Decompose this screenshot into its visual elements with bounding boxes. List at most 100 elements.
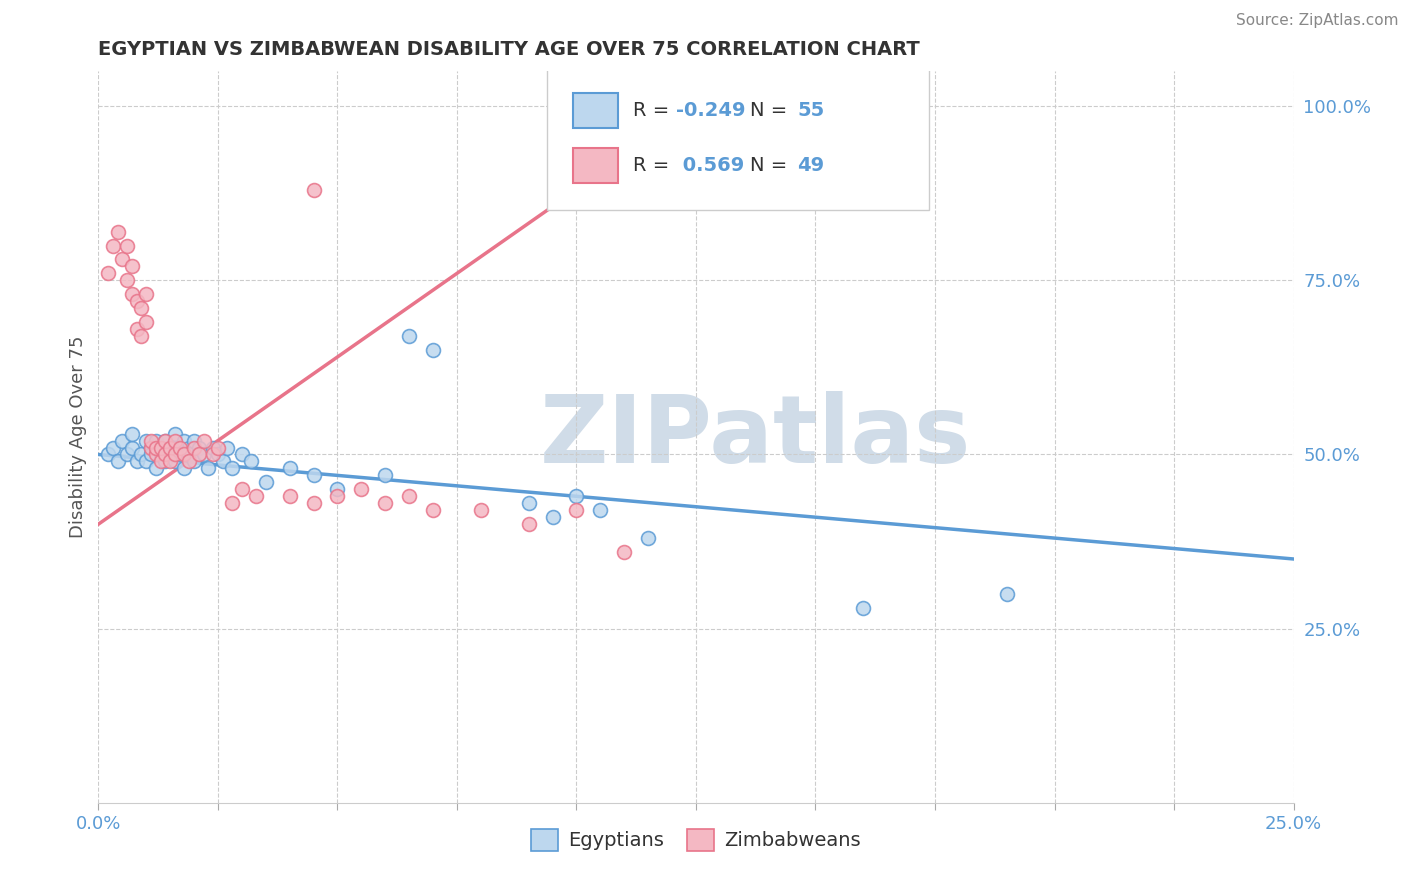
Point — [97, 448, 120, 462]
Point — [398, 489, 420, 503]
Point — [183, 434, 205, 448]
Point — [139, 441, 162, 455]
Point — [101, 238, 124, 252]
Point — [613, 545, 636, 559]
Point — [422, 343, 444, 357]
Text: ZIPatlas: ZIPatlas — [540, 391, 972, 483]
Point — [565, 503, 588, 517]
Point — [183, 441, 205, 455]
Y-axis label: Disability Age Over 75: Disability Age Over 75 — [69, 335, 87, 539]
Point — [202, 448, 225, 462]
Point — [131, 301, 153, 316]
Point — [111, 434, 134, 448]
Text: 0.569: 0.569 — [676, 156, 744, 175]
Point — [197, 461, 219, 475]
Point — [145, 448, 167, 462]
Point — [115, 448, 138, 462]
Point — [179, 441, 201, 455]
Point — [517, 517, 540, 532]
Point — [159, 441, 181, 455]
Point — [163, 434, 186, 448]
Text: 49: 49 — [797, 156, 825, 175]
Point — [183, 454, 205, 468]
Point — [422, 503, 444, 517]
Point — [121, 287, 143, 301]
Point — [145, 434, 167, 448]
Text: 55: 55 — [797, 101, 825, 120]
FancyBboxPatch shape — [572, 148, 619, 183]
Point — [97, 266, 120, 280]
Point — [173, 448, 195, 462]
Text: R =: R = — [633, 101, 675, 120]
Point — [135, 434, 157, 448]
Point — [852, 600, 875, 615]
Point — [589, 503, 612, 517]
Point — [131, 448, 153, 462]
Point — [326, 483, 349, 497]
Point — [125, 322, 148, 336]
Point — [115, 273, 138, 287]
Point — [145, 461, 167, 475]
Point — [173, 434, 195, 448]
Point — [155, 434, 177, 448]
Point — [211, 454, 233, 468]
Point — [139, 448, 162, 462]
Text: -0.249: -0.249 — [676, 101, 745, 120]
Point — [121, 260, 143, 274]
Point — [637, 531, 659, 545]
Point — [115, 238, 138, 252]
Point — [374, 496, 396, 510]
Point — [278, 461, 301, 475]
Point — [139, 434, 162, 448]
Point — [374, 468, 396, 483]
Point — [149, 448, 172, 462]
Point — [125, 294, 148, 309]
Point — [207, 448, 229, 462]
Text: R =: R = — [633, 156, 675, 175]
Point — [221, 496, 243, 510]
Text: N =: N = — [749, 101, 793, 120]
Point — [135, 454, 157, 468]
Point — [187, 441, 209, 455]
Point — [240, 454, 263, 468]
Text: EGYPTIAN VS ZIMBABWEAN DISABILITY AGE OVER 75 CORRELATION CHART: EGYPTIAN VS ZIMBABWEAN DISABILITY AGE OV… — [98, 39, 920, 59]
Point — [163, 426, 186, 441]
Point — [125, 454, 148, 468]
Point — [139, 441, 162, 455]
Point — [149, 441, 172, 455]
Point — [995, 587, 1018, 601]
Point — [202, 441, 225, 455]
Text: Source: ZipAtlas.com: Source: ZipAtlas.com — [1236, 13, 1399, 29]
Point — [155, 434, 177, 448]
Point — [107, 454, 129, 468]
Point — [565, 489, 588, 503]
Point — [302, 468, 325, 483]
Point — [179, 448, 201, 462]
FancyBboxPatch shape — [547, 68, 929, 211]
Point — [107, 225, 129, 239]
Point — [254, 475, 277, 490]
Point — [149, 454, 172, 468]
Point — [221, 461, 243, 475]
Point — [217, 441, 239, 455]
Point — [187, 448, 209, 462]
Point — [155, 454, 177, 468]
Point — [111, 252, 134, 267]
Point — [207, 441, 229, 455]
Legend: Egyptians, Zimbabweans: Egyptians, Zimbabweans — [523, 821, 869, 859]
Point — [541, 510, 564, 524]
Point — [159, 441, 181, 455]
Point — [350, 483, 373, 497]
Point — [302, 183, 325, 197]
Point — [169, 441, 191, 455]
Text: N =: N = — [749, 156, 793, 175]
Point — [169, 448, 191, 462]
Point — [131, 329, 153, 343]
Point — [169, 441, 191, 455]
Point — [101, 441, 124, 455]
Point — [245, 489, 267, 503]
Point — [135, 287, 157, 301]
Point — [193, 434, 215, 448]
Point — [159, 448, 181, 462]
Point — [159, 454, 181, 468]
